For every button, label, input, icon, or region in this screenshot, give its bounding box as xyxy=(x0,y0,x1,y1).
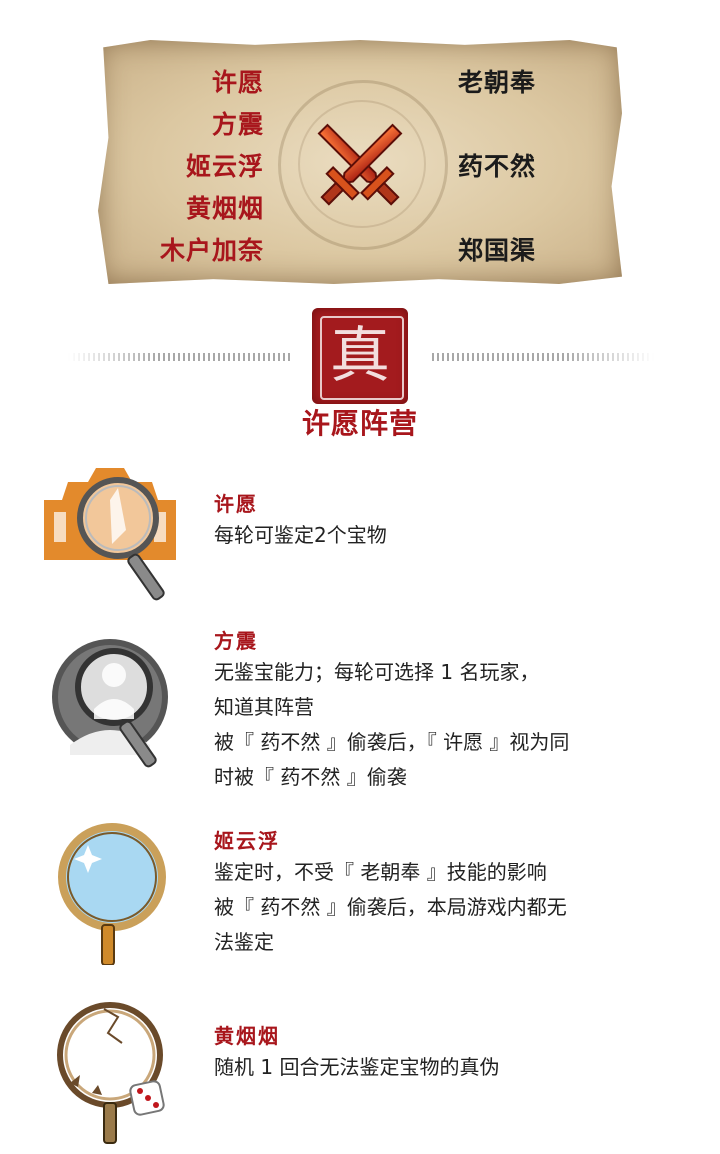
right-name-2 xyxy=(458,104,536,146)
role-desc-line: 鉴定时，不受『 老朝奉 』技能的影响 xyxy=(214,860,547,884)
magnifier-building-icon xyxy=(44,468,176,601)
role-desc-line: 无鉴宝能力；每轮可选择 1 名玩家， xyxy=(214,660,540,684)
divider-right xyxy=(432,353,654,361)
role-description: 随机 1 回合无法鉴定宝物的真伪 xyxy=(214,1050,674,1085)
magnifier-sparkle-icon xyxy=(58,823,166,965)
role-desc-line: 每轮可鉴定2个宝物 xyxy=(214,523,387,547)
seal-character: 真 xyxy=(330,321,390,391)
role-desc-line: 时被『 药不然 』偷袭 xyxy=(214,765,407,789)
camp-title: 许愿阵营 xyxy=(301,407,418,440)
role-name: 姬云浮 xyxy=(214,829,280,853)
magnifier-cracked-dice-icon xyxy=(57,1002,165,1144)
left-faction-names: 许愿 方震 姬云浮 黄烟烟 木户加奈 xyxy=(160,62,264,272)
seal-stamp-icon: 真 xyxy=(312,308,408,404)
right-name-4 xyxy=(458,188,536,230)
role-description: 无鉴宝能力；每轮可选择 1 名玩家， 知道其阵营 被『 药不然 』偷袭后，『 许… xyxy=(214,655,674,795)
role-desc-line: 被『 药不然 』偷袭后，本局游戏内都无 xyxy=(214,895,567,919)
faction-board: 许愿 方震 姬云浮 黄烟烟 木户加奈 老朝奉 药不然 郑国渠 xyxy=(98,40,622,284)
role-desc-line: 法鉴定 xyxy=(214,930,274,954)
right-name-1: 老朝奉 xyxy=(458,68,537,97)
board-emblem-inner-ring xyxy=(298,100,426,228)
role-desc-line: 知道其阵营 xyxy=(214,695,314,719)
left-name-1: 许愿 xyxy=(211,68,264,97)
right-faction-names: 老朝奉 药不然 郑国渠 xyxy=(458,62,536,272)
left-name-3: 姬云浮 xyxy=(185,152,264,181)
role-desc-line: 随机 1 回合无法鉴定宝物的真伪 xyxy=(214,1055,500,1079)
right-name-5: 郑国渠 xyxy=(458,236,537,265)
role-description: 每轮可鉴定2个宝物 xyxy=(214,518,674,553)
crossed-swords-icon xyxy=(317,123,403,206)
left-name-4: 黄烟烟 xyxy=(185,194,264,223)
role-name: 许愿 xyxy=(214,492,258,516)
role-name: 方震 xyxy=(214,629,258,653)
role-name: 黄烟烟 xyxy=(214,1024,280,1048)
left-name-5: 木户加奈 xyxy=(159,236,264,265)
left-name-2: 方震 xyxy=(211,110,264,139)
seal-border xyxy=(320,316,404,400)
role-desc-line: 被『 药不然 』偷袭后，『 许愿 』视为同 xyxy=(214,730,570,754)
board-emblem-ring xyxy=(278,80,448,250)
role-description: 鉴定时，不受『 老朝奉 』技能的影响 被『 药不然 』偷袭后，本局游戏内都无 法… xyxy=(214,855,674,960)
magnifier-person-icon xyxy=(52,639,168,768)
divider-left xyxy=(68,353,290,361)
right-name-3: 药不然 xyxy=(458,152,537,181)
